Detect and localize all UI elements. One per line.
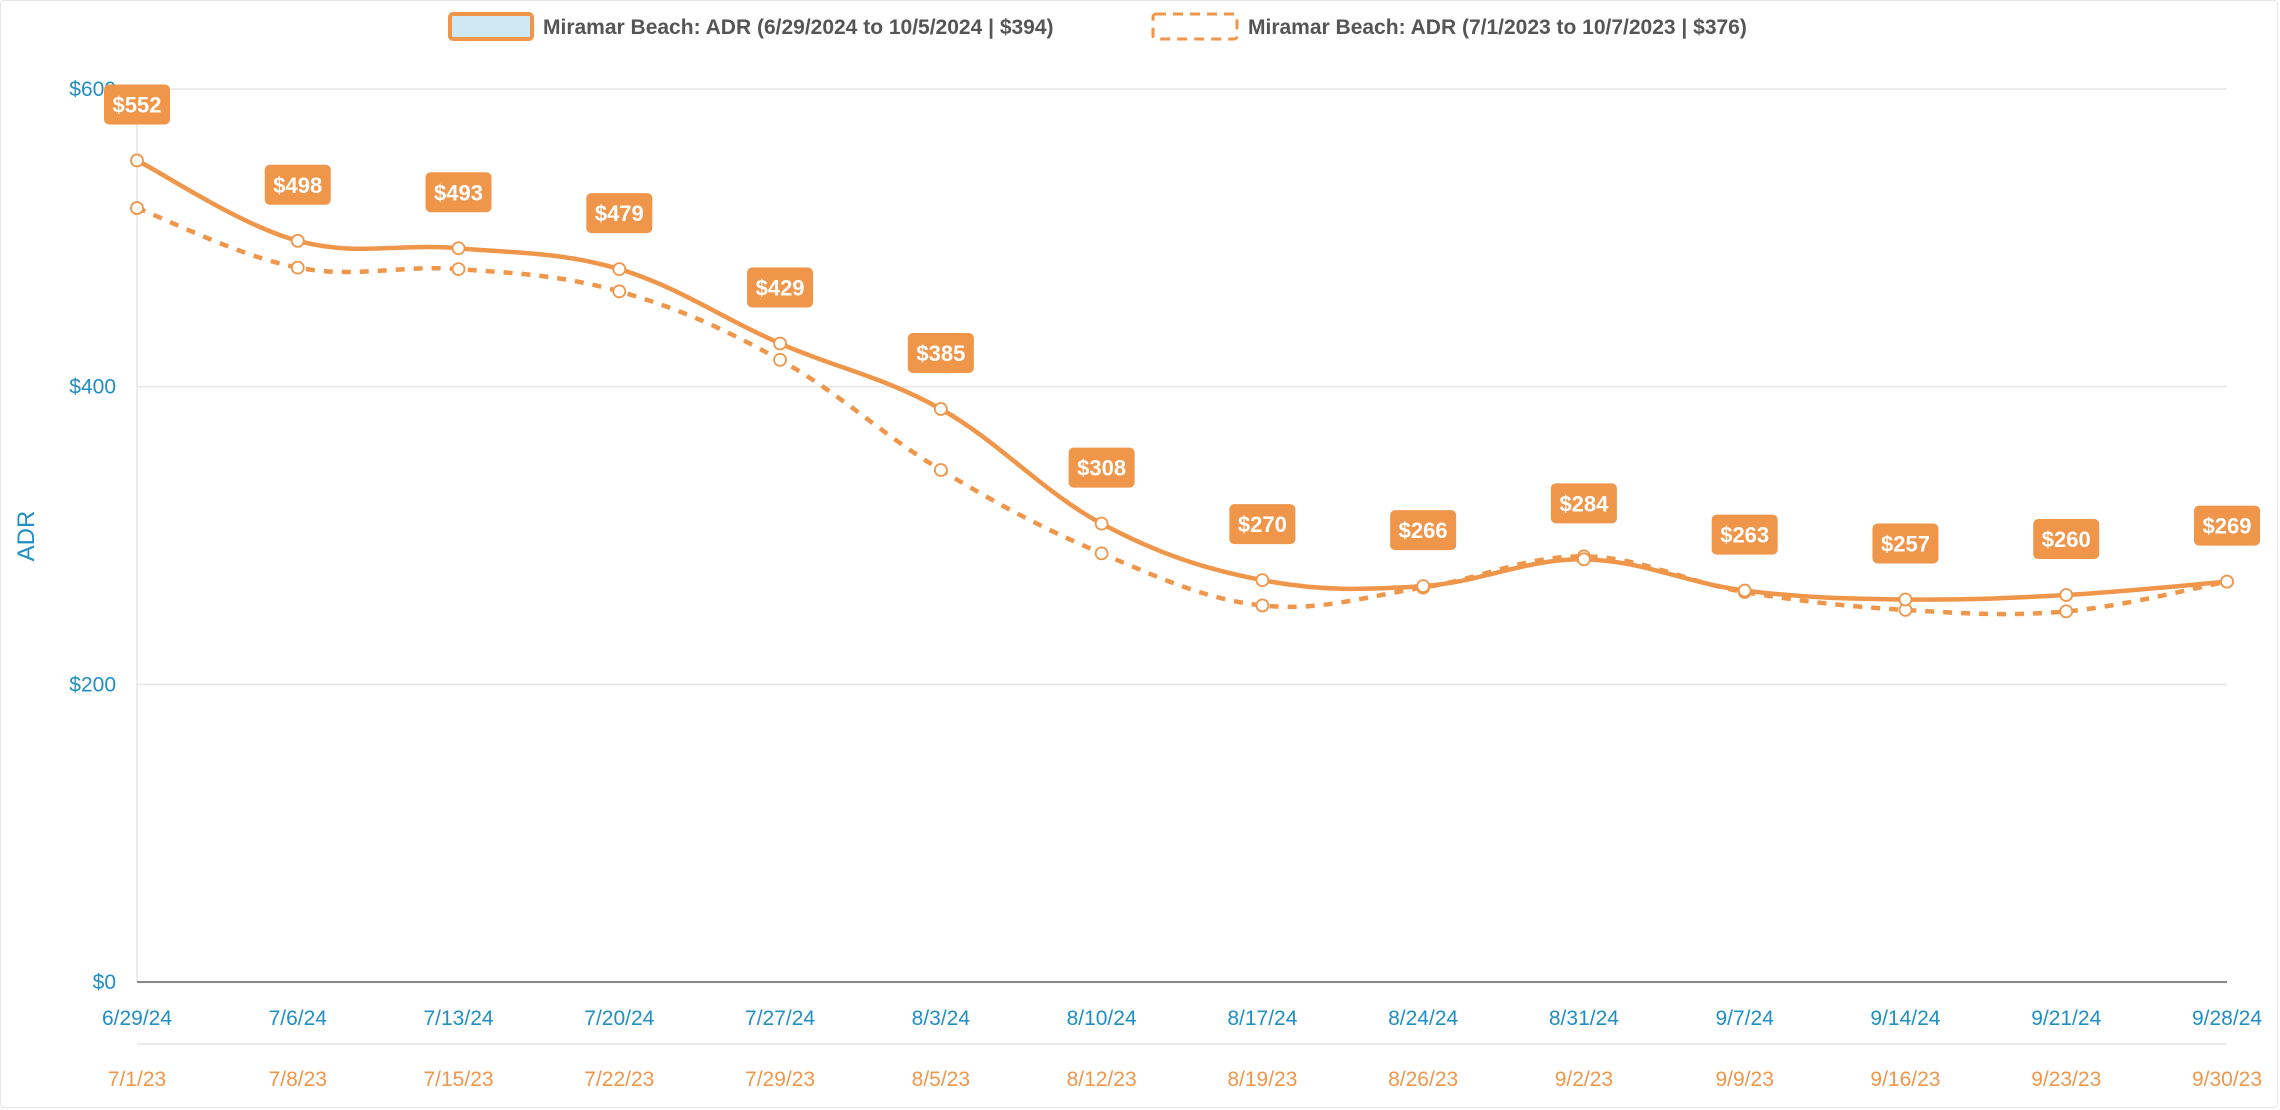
data-point-previous [1255, 598, 1270, 613]
x-tick-label-current: 8/31/24 [1549, 1007, 1619, 1030]
data-point-previous [130, 201, 144, 215]
data-label: $260 [2042, 527, 2091, 552]
x-tick-label-current: 6/29/24 [102, 1007, 172, 1030]
x-tick-label-current: 9/14/24 [1870, 1007, 1940, 1030]
data-label-box [586, 193, 653, 234]
data-label-box [1550, 483, 1617, 524]
legend-item-previous[interactable]: Miramar Beach: ADR (7/1/2023 to 10/7/202… [1151, 12, 1747, 41]
data-point-current [933, 402, 948, 416]
data-label-box [1711, 514, 1778, 555]
legend-label-previous: Miramar Beach: ADR (7/1/2023 to 10/7/202… [1248, 16, 1747, 39]
x-tick-label-previous: 7/8/23 [269, 1068, 327, 1091]
series-line-previous [136, 205, 2228, 617]
data-label-box [1872, 523, 1939, 564]
data-label-box [747, 267, 814, 308]
data-label-box [264, 164, 331, 205]
x-tick-label-current: 9/28/24 [2192, 1007, 2262, 1030]
data-point-current [2220, 574, 2234, 589]
y-tick-label: $0 [93, 971, 116, 994]
x-tick-label-previous: 9/2/23 [1555, 1068, 1613, 1091]
data-label: $552 [113, 92, 162, 117]
x-tick-label-previous: 8/26/23 [1388, 1068, 1458, 1091]
data-label: $266 [1399, 518, 1448, 543]
x-tick-label-current: 7/13/24 [423, 1007, 493, 1030]
x-tick-label-current: 8/3/24 [912, 1007, 971, 1030]
y-axis-label: ADR [13, 511, 40, 562]
x-tick-label-current: 8/24/24 [1388, 1007, 1458, 1030]
data-point-current [1255, 573, 1270, 588]
data-label-box [1229, 504, 1296, 545]
data-label: $493 [434, 180, 483, 205]
x-tick-label-previous: 8/19/23 [1227, 1068, 1297, 1091]
data-point-current [2059, 588, 2074, 602]
legend-swatch-current [448, 12, 534, 41]
data-point-current [1094, 516, 1109, 531]
gridlines [137, 88, 2227, 686]
x-tick-label-previous: 8/5/23 [912, 1068, 970, 1091]
data-point-current [1577, 552, 1591, 567]
data-label: $385 [916, 341, 965, 366]
legend-label-current: Miramar Beach: ADR (6/29/2024 to 10/5/20… [543, 16, 1054, 39]
data-label-box [2194, 505, 2260, 546]
data-labels: $552 $498 $493 $479 $429 $385 $308 $270 $266 $284… [104, 84, 2260, 564]
data-label: $257 [1881, 531, 1930, 556]
data-point-previous [1094, 546, 1109, 561]
data-point-previous [451, 262, 466, 276]
legend[interactable]: Miramar Beach: ADR (6/29/2024 to 10/5/20… [448, 12, 1747, 41]
legend-swatch-previous [1151, 12, 1239, 41]
x-tick-label-previous: 7/29/23 [745, 1068, 815, 1091]
y-tick-label: $200 [69, 673, 116, 696]
data-label: $429 [756, 276, 805, 301]
data-label-box [425, 172, 492, 213]
x-tick-label-current: 7/6/24 [269, 1007, 328, 1030]
x-tick-label-previous: 9/9/23 [1715, 1068, 1773, 1091]
data-point-current [1737, 583, 1752, 598]
data-point-current [773, 336, 787, 351]
data-label: $263 [1720, 523, 1769, 548]
x-tick-label-previous: 7/22/23 [584, 1068, 654, 1091]
x-tick-label-previous: 7/1/23 [108, 1068, 166, 1091]
data-label: $308 [1077, 456, 1126, 481]
series-lines [134, 158, 2230, 617]
data-point-previous [612, 284, 627, 299]
x-tick-label-previous: 7/15/23 [423, 1068, 493, 1091]
y-tick-label: $400 [69, 376, 116, 399]
x-tick-label-current: 8/10/24 [1067, 1007, 1137, 1030]
data-label-box [907, 332, 974, 373]
data-label: $284 [1559, 491, 1609, 516]
data-label-box [1068, 447, 1135, 488]
x-tick-label-previous: 9/16/23 [1870, 1068, 1940, 1091]
data-point-current [1898, 592, 1913, 607]
data-point-current [451, 241, 466, 256]
x-tick-label-current: 9/7/24 [1715, 1007, 1774, 1030]
data-point-current [612, 262, 627, 276]
data-point-previous [933, 463, 948, 477]
x-tick-label-previous: 9/23/23 [2031, 1068, 2101, 1091]
data-label: $270 [1238, 512, 1287, 537]
data-point-current [290, 233, 305, 248]
data-label: $498 [273, 173, 322, 198]
data-label-box [2033, 519, 2100, 560]
data-label: $479 [595, 201, 644, 226]
x-tick-label-previous: 9/30/23 [2192, 1068, 2262, 1091]
data-point-previous [2059, 604, 2074, 619]
x-tick-label-current: 7/27/24 [745, 1007, 815, 1030]
data-point-previous [773, 352, 787, 367]
series-line-current [134, 158, 2230, 602]
data-label-box [1390, 510, 1457, 551]
legend-item-current[interactable]: Miramar Beach: ADR (6/29/2024 to 10/5/20… [448, 12, 1054, 41]
data-label-box [104, 84, 170, 125]
x-tick-label-current: 9/21/24 [2031, 1007, 2101, 1030]
x-tick-label-current: 8/17/24 [1227, 1007, 1297, 1030]
x-tick-label-current: 7/20/24 [584, 1007, 654, 1030]
x-tick-label-previous: 8/12/23 [1067, 1068, 1137, 1091]
data-point-current [1416, 579, 1431, 594]
data-point-previous [290, 260, 305, 275]
data-label: $269 [2203, 514, 2252, 539]
series-points [130, 153, 2234, 619]
data-point-current [130, 153, 144, 168]
